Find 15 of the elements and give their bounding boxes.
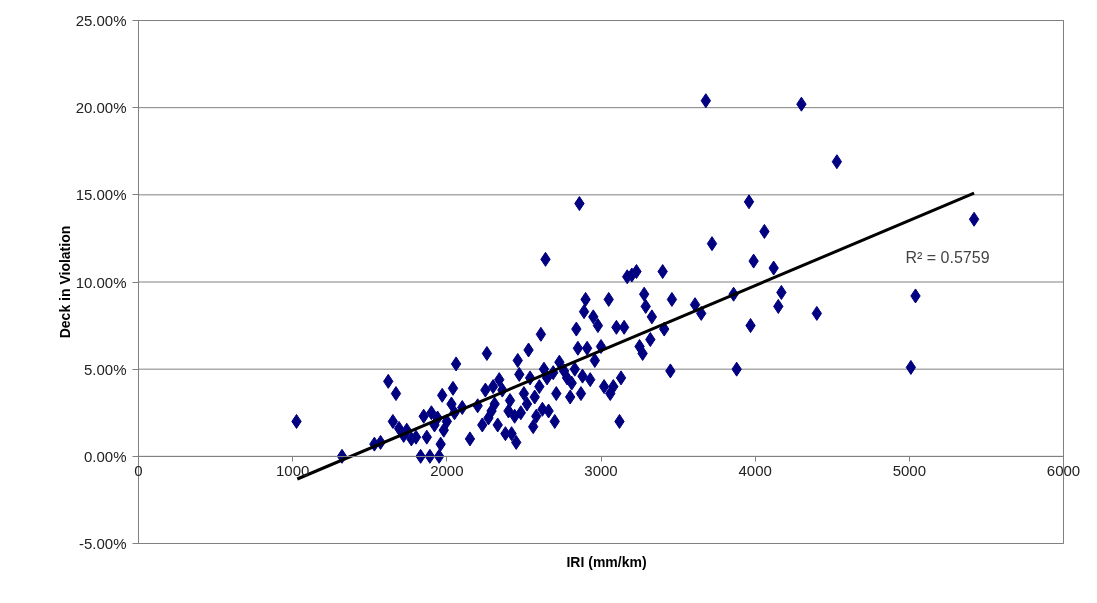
- y-tick-label: 10.00%: [75, 273, 127, 291]
- y-tick-label: 15.00%: [75, 186, 127, 204]
- y-tick-label: 5.00%: [83, 360, 127, 378]
- y-tick-label: 0.00%: [83, 447, 127, 465]
- y-axis-title: Deck in Violation: [56, 225, 73, 339]
- y-tick-label: -5.00%: [78, 535, 127, 552]
- x-axis-title: IRI (mm/km): [566, 553, 647, 570]
- x-tick-label: 2000: [430, 462, 464, 480]
- x-tick-label: 5000: [892, 462, 927, 480]
- y-tick-label: 20.00%: [75, 99, 127, 117]
- annotation: R² = 0.5759: [905, 248, 990, 266]
- x-tick-label: 4000: [738, 462, 772, 480]
- x-tick-label: 1000: [275, 462, 310, 480]
- x-tick-label: 3000: [584, 462, 618, 480]
- y-tick-label: 25.00%: [75, 12, 127, 29]
